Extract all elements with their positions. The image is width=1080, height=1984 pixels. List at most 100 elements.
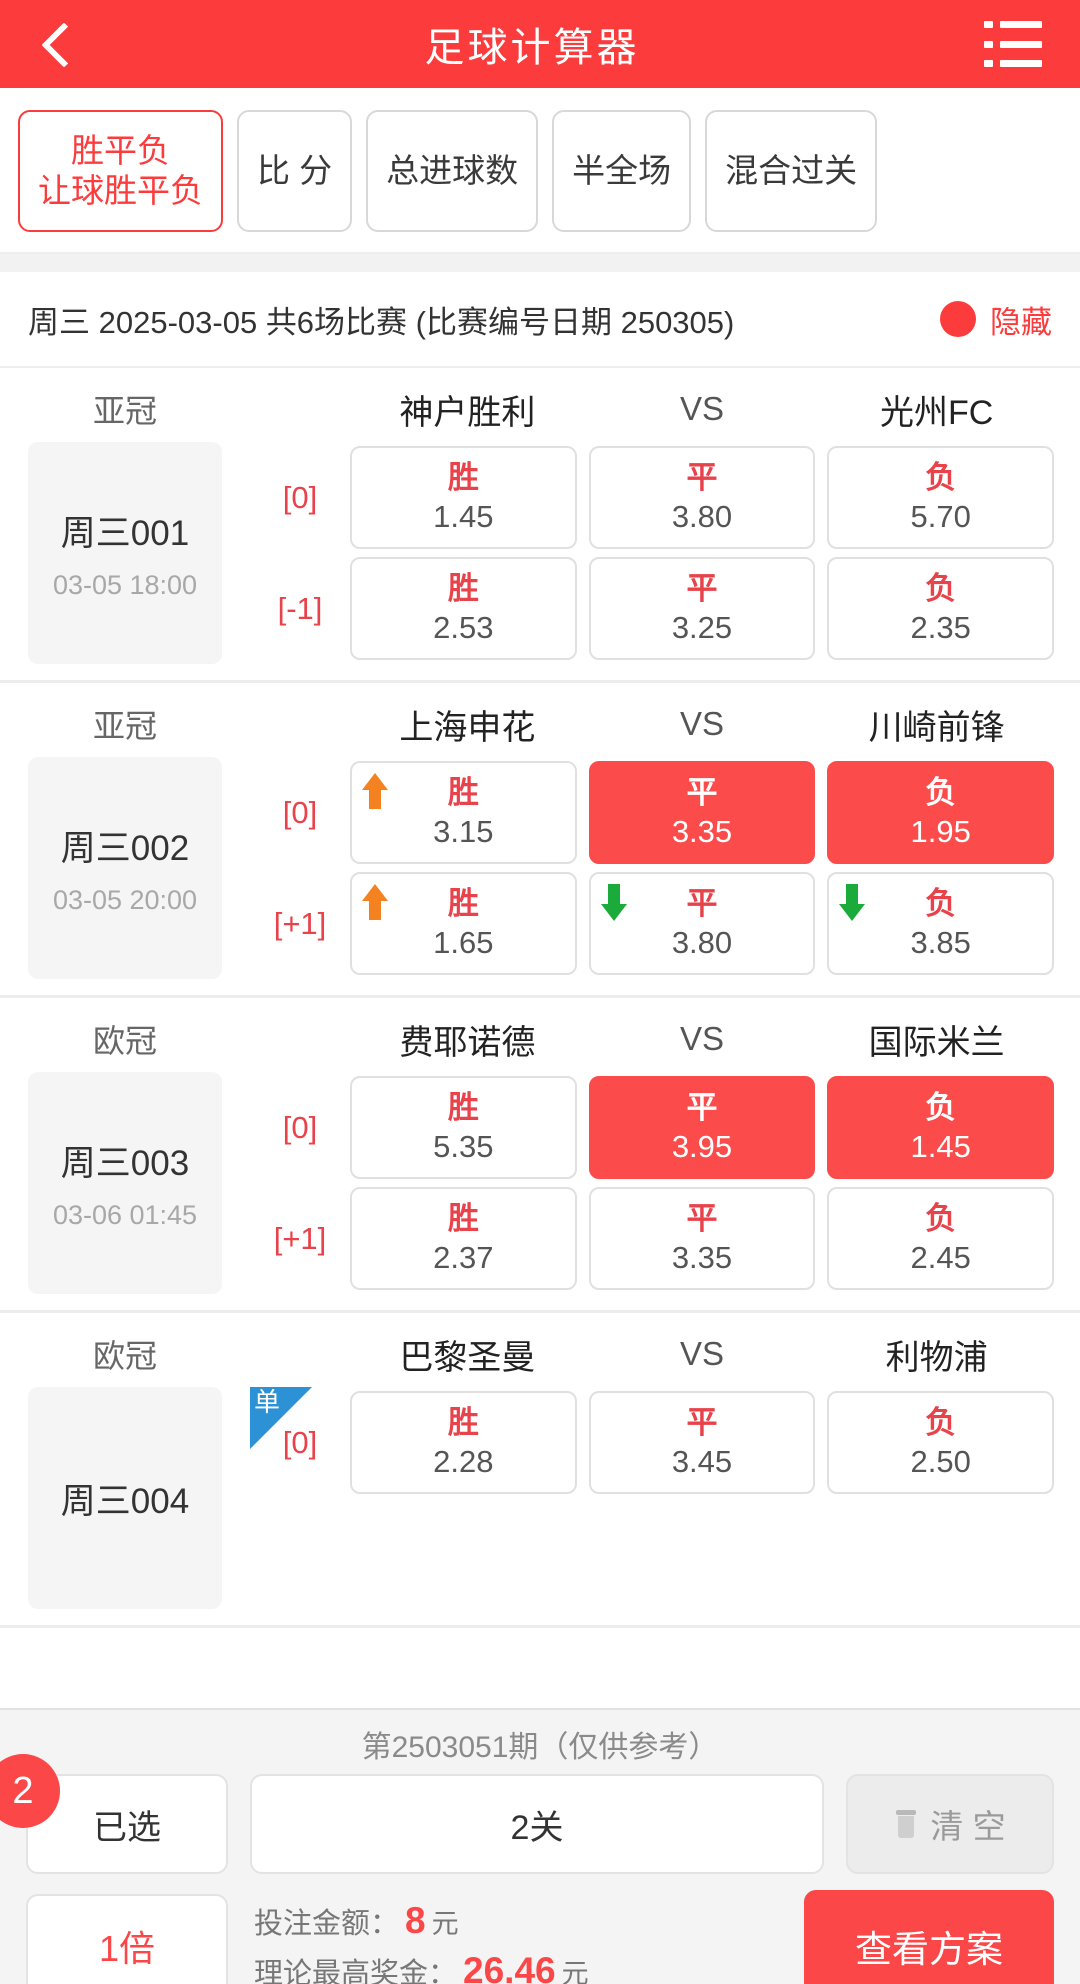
odds-cell[interactable]: 平 3.35 xyxy=(588,761,816,864)
max-prize-unit: 元 xyxy=(561,1959,589,1984)
match-time: 03-05 20:00 xyxy=(52,885,198,915)
odds-value: 3.25 xyxy=(671,609,733,645)
match-info[interactable]: 周三001 03-05 18:00 xyxy=(28,442,222,664)
odds-cell[interactable]: 胜 5.35 xyxy=(350,1076,577,1179)
odds-outcome-label: 平 xyxy=(686,1089,718,1125)
odds-outcome-label: 平 xyxy=(686,885,718,921)
odds-cell[interactable]: 胜 2.37 xyxy=(350,1187,577,1290)
odds-cell[interactable]: 胜 3.15 xyxy=(350,761,577,864)
clear-button[interactable]: 清 空 xyxy=(846,1774,1054,1874)
pass-type-selector[interactable]: 2关 xyxy=(250,1774,824,1874)
odds-cell[interactable]: 平 3.25 xyxy=(588,557,816,660)
odds-value: 2.28 xyxy=(433,1443,494,1479)
odds-cell[interactable]: 负 2.45 xyxy=(827,1187,1054,1290)
stake-unit: 元 xyxy=(431,1909,459,1939)
vs-label: VS xyxy=(679,390,724,427)
stake-value: 8 xyxy=(405,1900,426,1941)
odds-outcome-label: 平 xyxy=(686,570,718,606)
tab-label-line2: 让球胜平负 xyxy=(38,172,203,209)
odds-value: 3.85 xyxy=(910,924,971,960)
selected-count-box[interactable]: 2 已选 xyxy=(0,1754,228,1874)
odds-cell[interactable]: 负 1.45 xyxy=(827,1076,1054,1179)
tab-0[interactable]: 胜平负 让球胜平负 xyxy=(18,110,223,232)
list-menu-icon[interactable] xyxy=(984,21,1046,67)
single-bet-badge-label: 单 xyxy=(254,1387,281,1417)
handicap-column: [0] [-1] xyxy=(250,442,350,664)
date-bar-text: 周三 2025-03-05 共6场比赛 (比赛编号日期 250305) xyxy=(28,304,735,340)
odds-cell[interactable]: 负 3.85 xyxy=(827,872,1054,975)
odds-value: 1.65 xyxy=(433,924,494,960)
match-body: 周三001 03-05 18:00 [0] [-1] 胜 1.45 平 3.80 负 5.70 胜 2… xyxy=(0,442,1080,664)
odds-cell[interactable]: 负 2.35 xyxy=(827,557,1054,660)
odds-outcome-label: 平 xyxy=(686,1404,718,1440)
odds-cell[interactable]: 平 3.45 xyxy=(588,1391,816,1494)
tab-3[interactable]: 半全场 xyxy=(552,110,692,232)
handicap-label: [+1] xyxy=(273,905,327,941)
odds-value: 3.35 xyxy=(671,813,733,849)
odds-outcome-label: 胜 xyxy=(447,774,479,810)
handicap-label: [0] xyxy=(282,479,318,515)
away-team: 川崎前锋 xyxy=(868,708,1005,747)
tabs-divider xyxy=(0,254,1080,272)
match-number: 周三003 xyxy=(60,1144,190,1183)
handicap-value: [0] xyxy=(250,1072,350,1183)
match-header: 欧冠 巴黎圣曼 VS 利物浦 xyxy=(0,1313,1080,1387)
handicap-label: [0] xyxy=(282,794,318,830)
league-name: 欧冠 xyxy=(92,1023,157,1059)
match-info[interactable]: 周三004 xyxy=(28,1387,222,1609)
chevron-left-icon[interactable] xyxy=(34,21,80,67)
odds-cell[interactable]: 胜 2.53 xyxy=(350,557,577,660)
odds-value: 3.35 xyxy=(671,1239,733,1275)
tab-4[interactable]: 混合过关 xyxy=(705,110,878,232)
odds-outcome-label: 平 xyxy=(686,774,718,810)
home-team: 上海申花 xyxy=(399,708,536,747)
period-label: 第2503051期（仅供参考） xyxy=(361,1731,719,1764)
odds-row: 胜 3.15 平 3.35 负 1.95 xyxy=(350,757,1054,868)
tab-1[interactable]: 比 分 xyxy=(237,110,353,232)
odds-cell[interactable]: 负 2.50 xyxy=(827,1391,1054,1494)
handicap-label: [0] xyxy=(282,1109,318,1145)
home-team: 巴黎圣曼 xyxy=(399,1338,536,1377)
tab-label-line1: 混合过关 xyxy=(725,151,858,189)
bet-slip-row-bottom: 1倍 投注金额： 8 元 理论最高奖金： 26.46 元 查看方案 xyxy=(0,1876,1080,1984)
match-info[interactable]: 周三002 03-05 20:00 xyxy=(28,757,222,979)
odds-cell[interactable]: 负 1.95 xyxy=(827,761,1054,864)
odds-cell[interactable]: 平 3.80 xyxy=(588,872,816,975)
odds-cell[interactable]: 胜 1.45 xyxy=(350,446,577,549)
single-bet-badge: 单 xyxy=(250,1387,312,1449)
match-number: 周三001 xyxy=(60,514,190,553)
vs-label: VS xyxy=(679,1335,724,1372)
odds-outcome-label: 胜 xyxy=(447,885,479,921)
odds-cell[interactable]: 平 3.80 xyxy=(588,446,816,549)
odds-cell[interactable]: 负 5.70 xyxy=(827,446,1054,549)
odds-cell[interactable]: 胜 2.28 xyxy=(350,1391,577,1494)
handicap-value: [0] xyxy=(250,757,350,868)
home-team: 费耶诺德 xyxy=(399,1023,536,1062)
odds-outcome-label: 负 xyxy=(925,459,957,495)
odds-cell[interactable]: 平 3.35 xyxy=(588,1187,816,1290)
odds-outcome-label: 胜 xyxy=(447,570,479,606)
match-row: 欧冠 费耶诺德 VS 国际米兰周三003 03-06 01:45 [0] [+1] 胜 5.35… xyxy=(0,998,1080,1313)
match-list[interactable]: 亚冠 神户胜利 VS 光州FC 周三001 03-05 18:00 [0] [-1] 胜 1.45… xyxy=(0,368,1080,1708)
odds-value: 2.35 xyxy=(910,609,971,645)
odds-cell[interactable]: 胜 1.65 xyxy=(350,872,577,975)
odds-outcome-label: 平 xyxy=(686,1200,718,1236)
handicap-column: [0] [+1] xyxy=(250,1072,350,1294)
odds-outcome-label: 胜 xyxy=(447,1404,479,1440)
max-prize-line: 理论最高奖金： 26.46 元 xyxy=(254,1950,784,1984)
odds-grid: 胜 3.15 平 3.35 负 1.95 胜 1.65 平 3.80 负 3.85 xyxy=(350,757,1080,979)
multiplier-box[interactable]: 1倍 xyxy=(26,1894,228,1984)
odds-row: 胜 2.28 平 3.45 负 2.50 xyxy=(350,1387,1054,1498)
date-bar: 周三 2025-03-05 共6场比赛 (比赛编号日期 250305) 隐藏 xyxy=(0,272,1080,368)
away-team: 国际米兰 xyxy=(868,1023,1005,1062)
odds-value: 3.15 xyxy=(433,813,494,849)
view-plan-button[interactable]: 查看方案 xyxy=(804,1890,1054,1984)
hide-matches-toggle[interactable]: 隐藏 xyxy=(940,297,1052,342)
tab-2[interactable]: 总进球数 xyxy=(366,110,539,232)
match-header: 欧冠 费耶诺德 VS 国际米兰 xyxy=(0,998,1080,1072)
match-info[interactable]: 周三003 03-06 01:45 xyxy=(28,1072,222,1294)
odds-outcome-label: 负 xyxy=(925,885,957,921)
odds-grid: 胜 1.45 平 3.80 负 5.70 胜 2.53 平 3.25 负 2.35 xyxy=(350,442,1080,664)
team-names: 费耶诺德 VS 国际米兰 xyxy=(350,1015,1080,1064)
odds-cell[interactable]: 平 3.95 xyxy=(588,1076,816,1179)
